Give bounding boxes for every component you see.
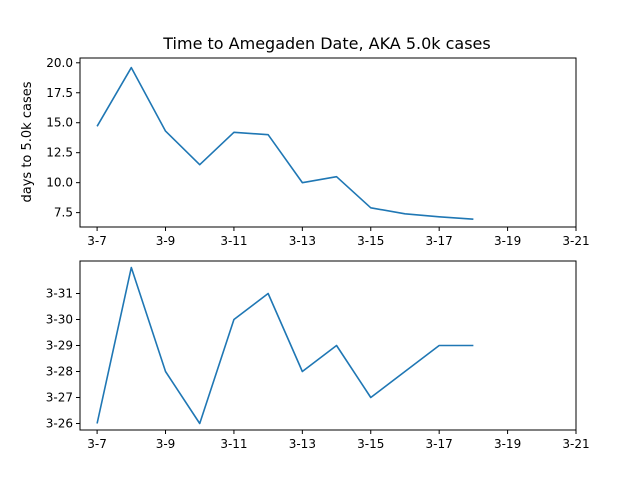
top-axes-frame xyxy=(79,57,577,228)
x-tick-label: 3-15 xyxy=(357,234,384,248)
x-tick-label: 3-9 xyxy=(156,437,176,451)
top-axis-ticks: 3-7 3-9 3-11 3-13 3-15 3-17 3-19 3-21 7.5 10.0 12.… xyxy=(46,56,589,248)
y-tick-label: 7.5 xyxy=(54,206,73,220)
x-tick-label: 3-7 xyxy=(87,234,107,248)
top-series xyxy=(96,66,474,221)
x-tick-label: 3-11 xyxy=(220,234,247,248)
y-tick-label: 3-26 xyxy=(46,417,73,431)
y-tick-label: 10.0 xyxy=(46,176,73,190)
y-tick-label: 3-29 xyxy=(46,339,73,353)
series-line xyxy=(96,266,474,425)
x-tick-label: 3-19 xyxy=(494,437,521,451)
x-tick-label: 3-17 xyxy=(426,234,453,248)
top-axes: Time to Amegaden Date, AKA 5.0k cases da… xyxy=(20,34,590,248)
series-line xyxy=(96,66,474,221)
x-tick-label: 3-21 xyxy=(562,234,589,248)
y-tick-label: 3-30 xyxy=(46,313,73,327)
x-tick-label: 3-13 xyxy=(289,437,316,451)
y-tick-label: 3-28 xyxy=(46,365,73,379)
y-tick-label: 12.5 xyxy=(46,146,73,160)
x-tick-label: 3-21 xyxy=(562,437,589,451)
y-axis-label: days to 5.0k cases xyxy=(20,81,35,202)
bottom-axes-frame xyxy=(79,260,577,431)
bottom-axis-ticks: 3-7 3-9 3-11 3-13 3-15 3-17 3-19 3-21 3-26 3-27 3-… xyxy=(46,287,590,452)
x-tick-label: 3-13 xyxy=(289,234,316,248)
x-tick-label: 3-9 xyxy=(156,234,176,248)
y-tick-label: 15.0 xyxy=(46,116,73,130)
bottom-series xyxy=(96,266,474,425)
y-tick-label: 3-27 xyxy=(46,391,73,405)
y-tick-label: 20.0 xyxy=(46,56,73,70)
x-tick-label: 3-15 xyxy=(357,437,384,451)
y-tick-label: 3-31 xyxy=(46,287,73,301)
bottom-axes: 3-7 3-9 3-11 3-13 3-15 3-17 3-19 3-21 3-26 3-27 3-… xyxy=(46,260,590,452)
chart-title: Time to Amegaden Date, AKA 5.0k cases xyxy=(162,34,490,53)
x-tick-label: 3-11 xyxy=(220,437,247,451)
x-tick-label: 3-19 xyxy=(494,234,521,248)
x-tick-label: 3-7 xyxy=(87,437,107,451)
x-tick-label: 3-17 xyxy=(426,437,453,451)
y-tick-label: 17.5 xyxy=(46,86,73,100)
